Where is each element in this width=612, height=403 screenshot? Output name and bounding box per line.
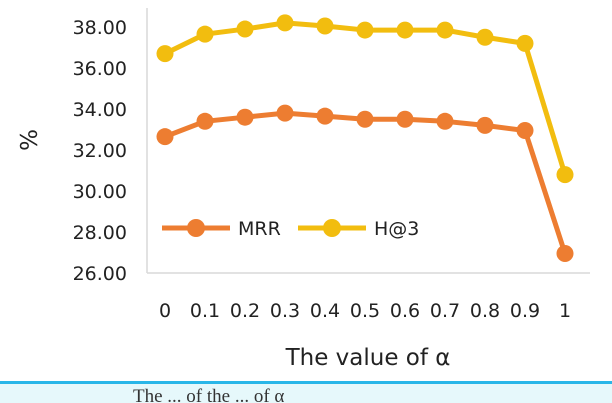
legend-label-mrr: MRR <box>238 218 281 240</box>
data-point-mrr <box>436 112 454 130</box>
legend-marker-h3 <box>323 219 341 237</box>
x-tick-label: 1 <box>559 300 571 322</box>
y-tick-label: 30.00 <box>73 181 127 203</box>
series-line-h3 <box>163 20 568 176</box>
data-point-h3 <box>196 25 214 43</box>
x-tick-label: 0.9 <box>510 300 540 322</box>
data-point-mrr <box>476 116 494 134</box>
y-tick-label: 32.00 <box>73 140 127 162</box>
data-point-mrr <box>396 110 414 128</box>
data-point-mrr <box>276 104 294 122</box>
data-point-h3 <box>316 17 334 35</box>
data-point-h3 <box>436 21 454 39</box>
line-chart: 26.00 28.00 30.00 32.00 34.00 36.00 38.00 0 0.1… <box>17 8 590 371</box>
x-tick-label: 0.3 <box>270 300 300 322</box>
legend: MRR H@3 <box>162 218 419 240</box>
data-point-mrr <box>356 110 374 128</box>
x-tick-label: 0.8 <box>470 300 500 322</box>
y-tick-label: 34.00 <box>73 99 127 121</box>
data-point-h3 <box>516 34 534 52</box>
data-point-h3 <box>476 28 494 46</box>
y-tick-label: 38.00 <box>73 17 127 39</box>
data-point-mrr <box>236 108 254 126</box>
x-tick-label: 0.7 <box>430 300 460 322</box>
y-tick-label: 26.00 <box>73 263 127 285</box>
x-tick-label: 0.5 <box>350 300 380 322</box>
data-point-h3 <box>236 20 254 38</box>
y-axis-title: % <box>17 129 43 151</box>
caption-band: The ... of the ... of α <box>0 381 612 403</box>
data-point-h3 <box>556 166 574 184</box>
x-axis-title: The value of α <box>285 345 451 371</box>
x-tick-labels: 0 0.1 0.2 0.3 0.4 0.5 0.6 0.7 0.8 0.9 1 <box>159 300 571 322</box>
series-line-mrr <box>164 110 568 255</box>
data-point-h3 <box>356 21 374 39</box>
data-point-mrr <box>316 107 334 125</box>
figure-caption: The ... of the ... of α <box>133 386 285 403</box>
data-point-mrr <box>156 128 174 146</box>
y-tick-label: 36.00 <box>73 58 127 80</box>
data-point-h3 <box>156 45 174 63</box>
data-point-h3 <box>276 14 294 32</box>
data-point-mrr <box>556 245 574 263</box>
y-tick-labels: 26.00 28.00 30.00 32.00 34.00 36.00 38.00 <box>73 17 127 285</box>
x-tick-label: 0.1 <box>190 300 220 322</box>
x-tick-label: 0.6 <box>390 300 420 322</box>
data-point-mrr <box>516 122 534 140</box>
data-point-h3 <box>396 21 414 39</box>
series-layer <box>156 14 574 263</box>
x-tick-label: 0.4 <box>310 300 340 322</box>
legend-marker-mrr <box>187 219 205 237</box>
x-tick-label: 0 <box>159 300 171 322</box>
legend-label-h3: H@3 <box>374 218 419 240</box>
data-point-mrr <box>196 112 214 130</box>
x-tick-label: 0.2 <box>230 300 260 322</box>
y-tick-label: 28.00 <box>73 222 127 244</box>
